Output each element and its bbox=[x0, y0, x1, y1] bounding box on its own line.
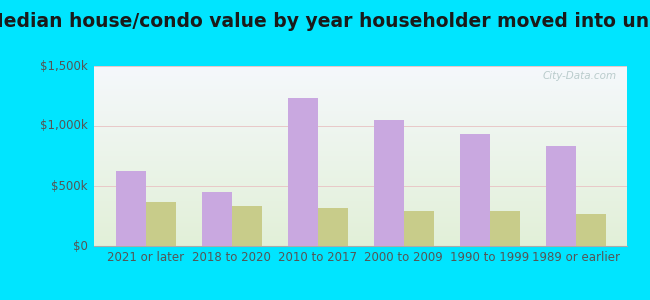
Bar bbox=[318, 208, 348, 246]
Text: $0: $0 bbox=[73, 239, 88, 253]
Text: $500k: $500k bbox=[51, 179, 88, 193]
Bar bbox=[489, 211, 520, 246]
Bar bbox=[288, 98, 318, 246]
Text: $1,500k: $1,500k bbox=[40, 59, 88, 73]
Bar bbox=[545, 146, 576, 246]
Text: City-Data.com: City-Data.com bbox=[543, 71, 617, 81]
Bar bbox=[202, 192, 232, 246]
Text: $1,000k: $1,000k bbox=[40, 119, 88, 133]
Bar bbox=[576, 214, 606, 246]
Bar bbox=[116, 171, 146, 246]
Text: Median house/condo value by year householder moved into unit: Median house/condo value by year househo… bbox=[0, 12, 650, 31]
Bar bbox=[146, 202, 176, 246]
Bar bbox=[404, 211, 434, 246]
Bar bbox=[232, 206, 262, 246]
Bar bbox=[460, 134, 489, 246]
Bar bbox=[374, 120, 404, 246]
